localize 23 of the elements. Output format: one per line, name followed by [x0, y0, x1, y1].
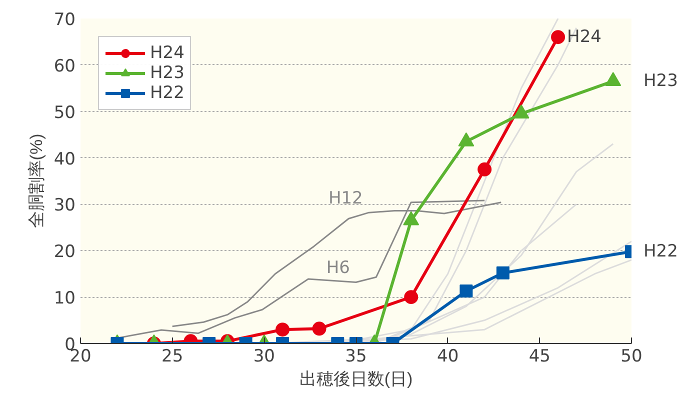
legend-label: H23: [150, 63, 184, 83]
x-tick-label: 25: [162, 346, 184, 366]
series-label: H6: [326, 258, 350, 278]
y-tick-label: 70: [54, 10, 76, 30]
y-tick-label: 50: [54, 102, 76, 123]
x-tick-label: 40: [437, 346, 459, 366]
y-tick-label: 40: [54, 149, 76, 170]
y-tick-label: 60: [54, 56, 76, 76]
x-tick-label: 35: [345, 346, 367, 366]
text: H24: [567, 27, 602, 48]
y-tick-label: 10: [54, 288, 76, 309]
y-axis-title: 全胴割率(%): [26, 134, 46, 228]
x-tick-label: 30: [253, 346, 275, 366]
y-tick-label: 30: [54, 196, 76, 216]
text: H22: [644, 242, 678, 262]
x-axis-title: 出穂後日数(日): [299, 370, 413, 388]
x-tick-label: 45: [528, 346, 550, 366]
y-tick-label: 20: [54, 242, 76, 262]
legend-label: H22: [150, 83, 184, 103]
series-label: H12: [328, 188, 363, 209]
legend-label: H24: [150, 43, 184, 63]
x-tick-label: 50: [620, 346, 642, 366]
text: H23: [644, 71, 678, 92]
